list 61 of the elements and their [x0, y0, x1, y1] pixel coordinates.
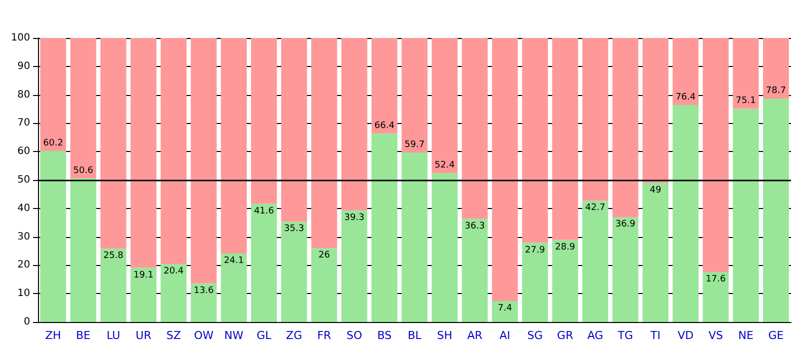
x-tick-label: BL [408, 329, 422, 342]
y-tick-label: 0 [24, 316, 30, 328]
y-tick-label: 20 [17, 260, 30, 271]
x-tick-label: GE [768, 329, 784, 342]
y-tick-label: 40 [17, 202, 30, 214]
x-tick-label: BS [377, 329, 392, 342]
data-label: 75.1 [736, 96, 756, 106]
x-tick-label: OW [194, 329, 214, 342]
y-tick-label: 30 [17, 231, 30, 242]
x-tick-label: FR [317, 329, 332, 342]
data-label: 76.4 [676, 92, 696, 103]
data-label: 66.4 [374, 120, 395, 131]
y-tick-label: 10 [17, 288, 30, 300]
x-tick-label: UR [136, 329, 152, 342]
x-tick-label: TI [649, 329, 660, 342]
data-label: 17.6 [706, 274, 726, 285]
data-label: 39.3 [344, 212, 364, 223]
data-label: 26 [318, 250, 330, 261]
data-label: 42.7 [585, 203, 606, 214]
data-label: 36.3 [464, 221, 485, 232]
x-tick-label: AG [587, 329, 604, 342]
x-tick-label: AR [467, 329, 483, 342]
x-tick-label: SH [437, 329, 452, 342]
y-tick-label: 80 [17, 89, 30, 100]
data-label: 35.3 [284, 224, 304, 234]
x-tick-label: ZH [45, 329, 62, 342]
data-label: 50.6 [73, 166, 94, 176]
y-tick-label: 70 [17, 118, 30, 129]
data-label: 25.8 [103, 251, 124, 262]
data-label: 28.9 [555, 242, 576, 252]
data-label: 19.1 [133, 270, 154, 280]
x-tick-label: SZ [166, 329, 182, 342]
x-tick-label: TG [616, 329, 633, 342]
x-tick-label: VS [708, 329, 723, 342]
x-tick-label: VD [678, 329, 694, 342]
data-label: 52.4 [434, 160, 455, 171]
data-label: 49 [650, 185, 662, 196]
data-label: 13.6 [194, 286, 214, 296]
y-tick-label: 50 [17, 174, 30, 186]
x-tick-label: BE [76, 329, 91, 342]
x-tick-label: GR [557, 329, 574, 342]
x-tick-label: SG [527, 329, 543, 342]
x-tick-label: LU [106, 329, 120, 342]
x-tick-label: AI [500, 329, 510, 342]
data-label: 41.6 [254, 206, 274, 216]
y-tick-label: 100 [10, 32, 30, 44]
data-label: 60.2 [43, 138, 64, 149]
x-tick-label: SO [346, 329, 362, 342]
data-label: 78.7 [766, 86, 786, 96]
x-tick-label: GL [256, 329, 272, 342]
data-label: 20.4 [164, 266, 184, 277]
x-tick-label: ZG [286, 329, 302, 342]
data-label: 7.4 [498, 303, 512, 314]
x-tick-label: NW [224, 329, 244, 342]
data-label: 27.9 [524, 245, 546, 256]
data-label: 36.9 [615, 220, 636, 230]
x-tick-label: NE [738, 329, 754, 342]
data-label: 24.1 [224, 256, 244, 266]
y-tick-label: 90 [17, 60, 30, 72]
data-label: 59.7 [404, 140, 425, 150]
y-tick-label: 60 [17, 146, 30, 158]
